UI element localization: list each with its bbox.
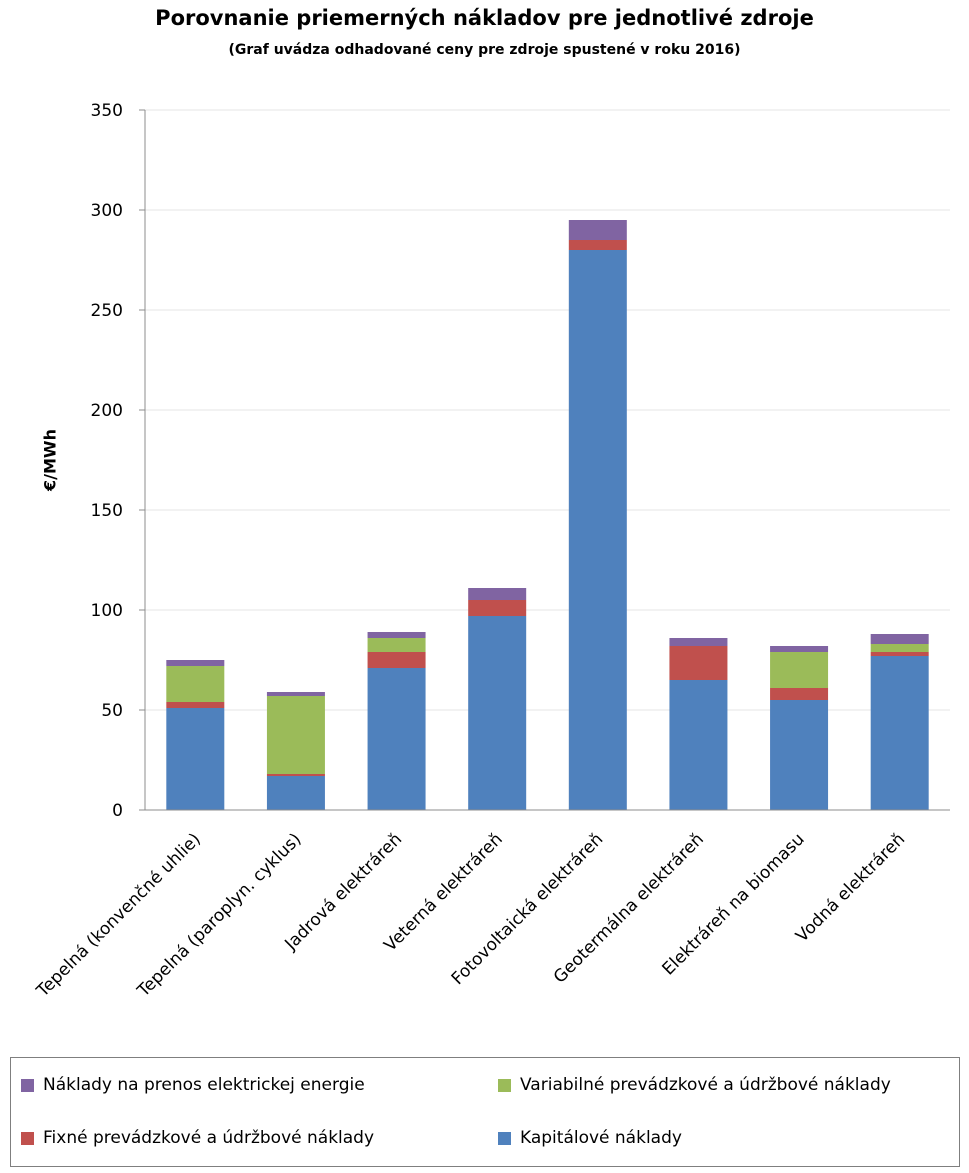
y-tick-label: 50 bbox=[101, 701, 123, 721]
bar-segment bbox=[166, 666, 225, 702]
bar-segment bbox=[568, 240, 627, 250]
legend-swatch bbox=[498, 1078, 511, 1092]
x-tick-label: Tepelná (paroplyn. cyklus) bbox=[133, 829, 305, 1001]
bar-segment bbox=[367, 632, 426, 638]
bar-segment bbox=[568, 220, 627, 240]
bar-segment bbox=[166, 708, 225, 810]
legend-swatch bbox=[21, 1078, 34, 1092]
bar-segment bbox=[669, 638, 728, 646]
legend-label: Variabilné prevádzkové a údržbové náklad… bbox=[520, 1075, 891, 1095]
gridlines bbox=[145, 109, 950, 711]
y-tick-label: 200 bbox=[91, 401, 123, 421]
legend-item-fixne: Fixné prevádzkové a údržbové náklady bbox=[21, 1128, 374, 1148]
bar-segment bbox=[870, 644, 929, 652]
legend-item-variabilne: Variabilné prevádzkové a údržbové náklad… bbox=[498, 1075, 891, 1095]
bar-segment bbox=[870, 656, 929, 810]
legend-swatch bbox=[498, 1131, 511, 1145]
y-tick-label: 100 bbox=[91, 601, 123, 621]
bar-segment bbox=[468, 616, 527, 810]
legend-swatch bbox=[21, 1131, 34, 1145]
bar-segment bbox=[468, 588, 527, 600]
legend-label: Náklady na prenos elektrickej energie bbox=[43, 1075, 365, 1095]
bars bbox=[166, 220, 929, 810]
bar-segment bbox=[669, 646, 728, 680]
bar-segment bbox=[367, 668, 426, 810]
bar-segment bbox=[266, 692, 325, 696]
bar-segment bbox=[870, 652, 929, 656]
bar-segment bbox=[166, 660, 225, 666]
y-tick-label: 350 bbox=[91, 101, 123, 121]
bar-segment bbox=[266, 776, 325, 810]
bar-segment bbox=[770, 700, 829, 810]
chart-title: Porovnanie priemerných nákladov pre jedn… bbox=[155, 6, 814, 30]
legend: Náklady na prenos elektrickej energie Va… bbox=[10, 1057, 960, 1167]
bar-segment bbox=[770, 646, 829, 652]
y-tick-labels: 0 50 100 150 200 250 300 350 bbox=[91, 101, 145, 821]
x-tick-label: Vodná elektráreň bbox=[792, 829, 909, 946]
legend-label: Fixné prevádzkové a údržbové náklady bbox=[43, 1128, 375, 1148]
y-tick-label: 300 bbox=[91, 201, 123, 221]
bar-segment bbox=[870, 634, 929, 644]
bar-segment bbox=[770, 652, 829, 688]
axes bbox=[144, 110, 950, 811]
bar-segment bbox=[266, 774, 325, 776]
bar-segment bbox=[770, 688, 829, 700]
x-tick-labels: Tepelná (konvenčné uhlie)Tepelná (paropl… bbox=[32, 829, 909, 1001]
bar-segment bbox=[669, 680, 728, 810]
y-tick-label: 250 bbox=[91, 301, 123, 321]
bar-segment bbox=[568, 250, 627, 810]
bar-segment bbox=[367, 638, 426, 652]
bar-segment bbox=[367, 652, 426, 668]
bar-segment bbox=[166, 702, 225, 708]
y-tick-label: 150 bbox=[91, 501, 123, 521]
y-tick-label: 0 bbox=[112, 801, 123, 821]
legend-item-kapitalove: Kapitálové náklady bbox=[498, 1128, 682, 1148]
plot-area: 0 50 100 150 200 250 300 350 Tepelná (konvenčné… bbox=[32, 101, 950, 1002]
chart-subtitle: (Graf uvádza odhadované ceny pre zdroje … bbox=[228, 42, 741, 58]
bar-segment bbox=[266, 696, 325, 774]
bar-segment bbox=[468, 600, 527, 616]
x-tick-label: Tepelná (konvenčné uhlie) bbox=[32, 829, 204, 1001]
legend-item-prenos: Náklady na prenos elektrickej energie bbox=[21, 1075, 365, 1095]
legend-label: Kapitálové náklady bbox=[520, 1128, 682, 1148]
